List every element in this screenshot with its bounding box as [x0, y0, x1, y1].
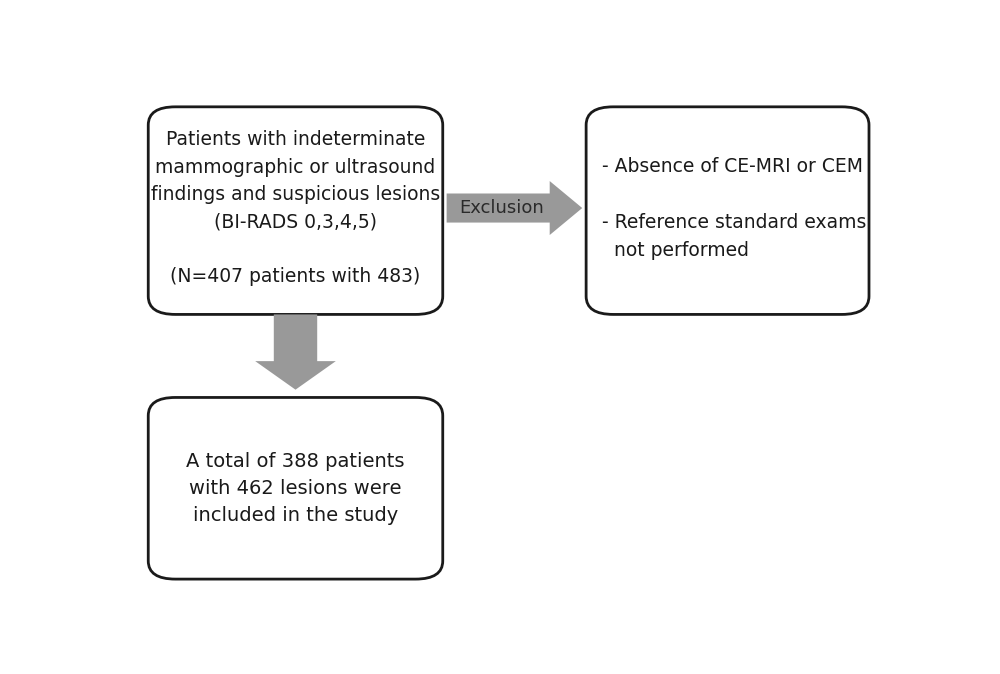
Polygon shape: [255, 314, 336, 390]
Text: Patients with indeterminate
mammographic or ultrasound
findings and suspicious l: Patients with indeterminate mammographic…: [151, 130, 440, 286]
FancyBboxPatch shape: [586, 106, 869, 314]
Text: A total of 388 patients
with 462 lesions were
included in the study: A total of 388 patients with 462 lesions…: [186, 452, 405, 525]
Text: - Absence of CE-MRI or CEM

- Reference standard exams
  not performed: - Absence of CE-MRI or CEM - Reference s…: [602, 156, 866, 259]
Text: Exclusion: Exclusion: [460, 199, 544, 217]
FancyBboxPatch shape: [148, 398, 443, 579]
Polygon shape: [447, 181, 582, 235]
FancyBboxPatch shape: [148, 106, 443, 314]
